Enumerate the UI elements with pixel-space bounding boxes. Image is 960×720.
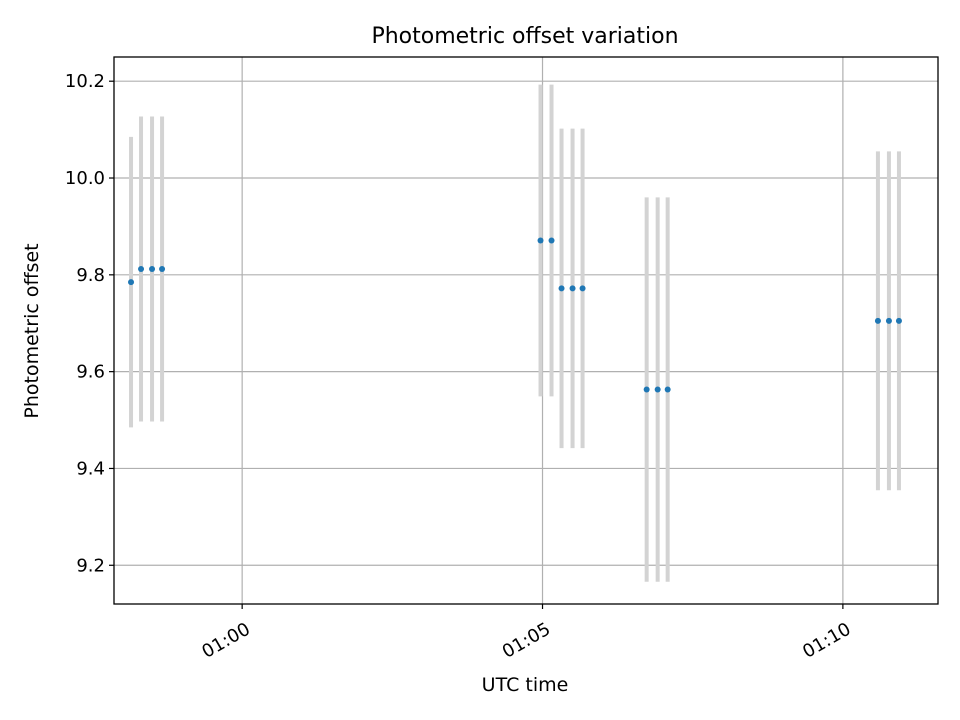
data-point (664, 386, 671, 393)
y-tick-label: 9.6 (76, 362, 105, 383)
y-tick-label: 9.8 (76, 265, 105, 286)
data-point (654, 386, 661, 393)
grid (114, 57, 938, 604)
y-tick-label: 9.2 (76, 555, 105, 576)
y-axis: 9.2 9.4 9.6 9.8 10.0 10.2 (65, 71, 114, 576)
plot-frame (113, 56, 939, 605)
data-point (159, 266, 166, 273)
data-point (128, 279, 135, 286)
y-tick-label: 10.2 (65, 71, 105, 92)
data-point (138, 266, 145, 273)
y-tick-label: 10.0 (65, 168, 105, 189)
data-point (149, 266, 156, 273)
y-tick-label: 9.4 (76, 458, 105, 479)
data-points (128, 237, 902, 393)
data-point (874, 317, 881, 324)
chart-title: Photometric offset variation (371, 24, 678, 49)
data-point (569, 285, 576, 292)
data-point (895, 317, 902, 324)
data-point (558, 285, 565, 292)
data-point (548, 237, 555, 244)
data-point (885, 317, 892, 324)
data-point (579, 285, 586, 292)
x-axis-label: UTC time (482, 674, 569, 696)
data-point (643, 386, 650, 393)
y-axis-label: Photometric offset (21, 243, 43, 418)
data-point (537, 237, 544, 244)
